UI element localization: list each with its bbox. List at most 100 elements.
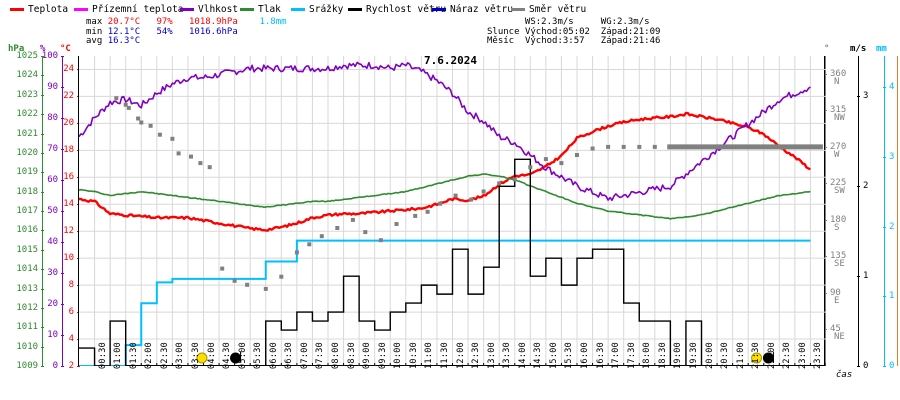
series-sm-r-v-tru (114, 96, 823, 291)
pressure-tick-label: 1009 (16, 361, 39, 371)
legend-item-p-zemn-teplota[interactable]: Přízemní teplota (74, 2, 184, 16)
x-tick-label: 05:00 (237, 341, 248, 369)
stat-humidity: 97% (156, 17, 189, 27)
stat-row: max 20.7°C 97% 1018.9hPa 1.8mm (86, 17, 287, 28)
stat-humidity: 54% (156, 26, 189, 37)
pressure-tick-label: 1013 (16, 283, 39, 294)
legend-label: Vlhkost (198, 3, 239, 15)
direction-tick-label: 315 (830, 105, 847, 116)
direction-tick-mark (824, 110, 827, 111)
x-tick-label: 15:30 (564, 341, 575, 369)
legend-label: Přízemní teplota (92, 3, 184, 15)
temperature-tick-label: 2 (68, 361, 75, 371)
pressure-tick-mark (41, 347, 44, 348)
stat-humidity (156, 36, 189, 46)
pressure-tick-mark (41, 172, 44, 173)
direction-tick-sublabel: NE (834, 332, 845, 343)
x-tick-label: 12:00 (455, 341, 466, 369)
legend-item-teplota[interactable]: Teplota (10, 2, 68, 16)
legend-item-rychlost-v-tru[interactable]: Rychlost větru (348, 2, 446, 16)
legend-swatch-icon (511, 7, 525, 11)
legend-item-n-raz-v-tru[interactable]: Náraz větru (432, 2, 513, 16)
x-tick-label: 23:30 (813, 341, 824, 369)
moon-row: Měsíc Východ:3:57 Západ:21:46 (487, 36, 660, 47)
x-tick-label: 06:00 (268, 341, 279, 369)
wind-speed-avg: WS:2.3m/s (487, 17, 601, 27)
x-tick-label: 02:30 (159, 341, 170, 369)
moonrise-time: Východ:3:57 (524, 36, 601, 46)
legend-label: Srážky (309, 3, 344, 15)
legend-item-vlhkost[interactable]: Vlhkost (180, 2, 238, 16)
x-tick-label: 07:00 (299, 341, 310, 369)
rain-tick-label: 3 (889, 152, 895, 162)
x-tick-label: 20:00 (704, 341, 715, 369)
x-tick-label: 11:00 (424, 341, 435, 369)
x-tick-label: 09:30 (377, 341, 388, 369)
pressure-tick-mark (41, 56, 44, 57)
x-tick-label: 14:30 (533, 341, 544, 369)
direction-tick-sublabel: E (834, 295, 840, 306)
direction-tick-label: 180 (830, 214, 847, 225)
humidity-tick-label: 80 (47, 113, 59, 123)
x-tick-label: 10:30 (408, 341, 419, 369)
humidity-tick-mark (61, 211, 64, 212)
pressure-tick-label: 1025 (16, 51, 39, 61)
legend-swatch-icon (432, 7, 446, 11)
sun-row: Slunce Východ:05:02 Západ:21:09 (487, 26, 660, 38)
legend-item-sr-ky[interactable]: Srážky (291, 2, 343, 16)
direction-tick-sublabel: W (834, 149, 840, 160)
x-tick-label: 16:30 (595, 341, 606, 369)
rain-tick-label: 0 (889, 361, 895, 371)
x-tick-label: 22:30 (782, 341, 793, 369)
direction-tick-mark (824, 183, 827, 184)
marker-moonset (751, 352, 763, 364)
humidity-tick-label: 100 (41, 51, 59, 61)
direction-axis-unit: ° (824, 44, 830, 54)
pressure-tick-mark (41, 211, 44, 212)
rain-tick-mark (883, 296, 886, 297)
legend-item-tlak[interactable]: Tlak (240, 2, 281, 16)
windspeed-tick-label: 1 (863, 271, 869, 282)
direction-tick-label: 90 (830, 287, 841, 298)
sun-label: Slunce (487, 26, 525, 37)
direction-tick-sublabel: SW (834, 186, 845, 197)
pressure-tick-mark (41, 366, 44, 367)
stat-row: avg 16.3°C (86, 36, 287, 47)
pressure-tick-mark (41, 75, 44, 76)
direction-tick-sublabel: SE (834, 259, 845, 270)
pressure-tick-mark (41, 250, 44, 251)
legend-swatch-icon (10, 7, 24, 11)
legend: Teplota Přízemní teplota Vlhkost Tlak Srážky… (0, 2, 900, 16)
stat-rain: 1.8mm (259, 17, 287, 27)
legend-item-sm-r-v-tru[interactable]: Směr větru (511, 2, 586, 16)
legend-swatch-icon (291, 7, 305, 11)
humidity-tick-mark (61, 242, 64, 243)
x-tick-label: 22:00 (766, 341, 777, 369)
pressure-tick-mark (41, 95, 44, 96)
x-tick-label: 06:30 (284, 341, 295, 369)
temperature-tick-label: 12 (63, 226, 75, 237)
legend-swatch-icon (348, 7, 362, 11)
direction-tick-mark (824, 293, 827, 294)
legend-swatch-icon (180, 7, 194, 11)
stat-pressure: 1016.6hPa (188, 26, 260, 37)
x-tick-label: 10:00 (393, 341, 404, 369)
pressure-tick-mark (41, 153, 44, 154)
direction-tick-mark (824, 329, 827, 330)
windspeed-axis-unit: m/s (850, 44, 867, 54)
pressure-tick-label: 1016 (16, 225, 39, 236)
temperature-tick-label: 6 (68, 307, 75, 318)
windspeed-tick-mark (857, 186, 860, 187)
direction-tick-mark (824, 74, 827, 75)
stat-temperature: 20.7°C (107, 17, 157, 27)
legend-label: Teplota (28, 3, 69, 15)
humidity-tick-label: 10 (47, 330, 59, 340)
x-tick-label: 15:00 (548, 341, 559, 369)
temperature-tick-label: 24 (63, 64, 75, 75)
x-tick-label: 19:00 (673, 341, 684, 369)
legend-swatch-icon (240, 7, 254, 11)
windspeed-axis-line (858, 56, 859, 366)
rain-tick-label: 4 (889, 82, 895, 93)
pressure-tick-label: 1015 (16, 244, 39, 255)
